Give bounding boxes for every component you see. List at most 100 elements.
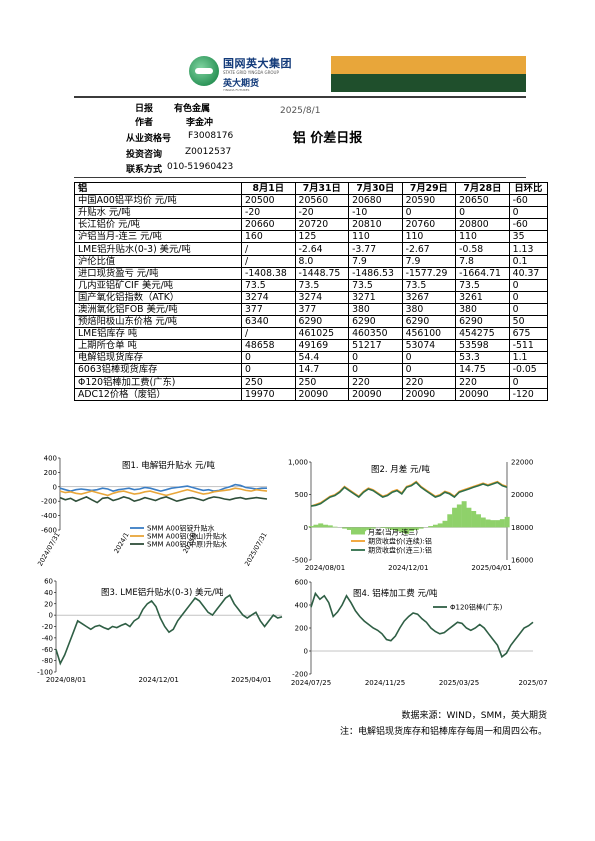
table-cell: -2.64 (294, 242, 350, 256)
area-bar (461, 501, 467, 528)
table-header-cell: 7月28日 (455, 181, 510, 196)
table-cell: 20560 (294, 194, 350, 208)
area-bar (404, 527, 410, 534)
table-cell: 3261 (455, 290, 510, 304)
table-cell: 73.5 (401, 278, 457, 292)
table-cell: -1486.53 (348, 266, 403, 280)
row-label-cell: Φ120铝棒加工费(广东) (74, 375, 242, 389)
table-cell: / (241, 242, 296, 256)
header-divider (74, 96, 526, 98)
y-tick-label: -20 (42, 623, 53, 631)
table-cell: 0 (401, 206, 457, 220)
table-row: 国产氧化铝指数（ATK） 3274 3274 3271 3267 3261 0 (74, 290, 549, 304)
area-bar (418, 527, 424, 529)
table-cell: 377 (241, 302, 296, 317)
contact-label: 联系方式 (125, 165, 162, 175)
report-category: 有色金属 (174, 104, 211, 114)
area-bar (485, 519, 491, 528)
table-cell: 53598 (455, 339, 510, 353)
globe-logo-icon (189, 56, 219, 86)
table-cell: 7.9 (401, 254, 457, 268)
table-cell: / (241, 327, 296, 341)
x-tick-label: 2025/04/01 (231, 676, 271, 684)
area-bar (346, 527, 352, 530)
table-cell: -60 (508, 218, 549, 232)
x-tick-label: 2025/03/25 (439, 679, 479, 687)
table-row: 电解铝现货库存 0 54.4 0 0 53.3 1.1 (74, 351, 549, 365)
area-bar (413, 527, 419, 530)
area-bar (323, 524, 328, 528)
y-tick-label: 60 (44, 578, 53, 586)
table-cell: 20090 (294, 387, 350, 401)
table-cell: 20090 (401, 387, 457, 401)
x-tick-label: 2024/07/31 (36, 531, 62, 567)
table-cell: 20720 (294, 218, 350, 232)
table-cell: -0.58 (455, 242, 510, 256)
table-cell: 73.5 (241, 278, 296, 292)
area-bar (332, 526, 338, 528)
table-cell: 0 (241, 351, 296, 365)
y-tick-label: -100 (37, 669, 53, 677)
table-header-cell: 7月31日 (294, 181, 350, 196)
y-tick-label: 1,000 (288, 459, 308, 467)
table-cell: 20760 (401, 218, 457, 232)
table-cell: 0 (508, 302, 549, 317)
area-bar (366, 527, 371, 530)
row-label-cell: 升贴水 元/吨 (74, 206, 242, 220)
y-tick-label: 400 (44, 455, 57, 463)
table-cell: 20590 (401, 194, 457, 208)
table-cell: 51217 (348, 339, 403, 353)
area-bar (385, 527, 391, 529)
area-bar (447, 514, 453, 528)
y-tick-label: -500 (292, 557, 308, 565)
table-cell: 20090 (348, 387, 403, 401)
table-header-cell: 7月29日 (401, 181, 457, 196)
table-cell: 380 (455, 302, 510, 317)
row-label-cell: 电解铝现货库存 (74, 351, 242, 365)
table-cell: 460350 (348, 327, 403, 341)
table-cell: 160 (241, 230, 296, 244)
header-accent-bar-bottom (331, 74, 526, 92)
table-cell: 456100 (401, 327, 457, 341)
row-label-cell: 几内亚铝矿CIF 美元/吨 (74, 278, 242, 292)
contact-phone: 010-51960423 (167, 162, 234, 172)
y-tick-label: -600 (41, 527, 57, 535)
table-cell: 54.4 (294, 351, 350, 365)
table-cell: -3.77 (348, 242, 403, 256)
area-bar (342, 527, 348, 529)
area-bar (442, 520, 448, 528)
area-bar (452, 507, 458, 528)
y-tick-label: 0 (304, 524, 308, 532)
logo-text-en: STATE GRID YINGDA GROUP (223, 70, 279, 75)
table-row: 几内亚铝矿CIF 美元/吨 73.5 73.5 73.5 73.5 73.5 0 (74, 278, 549, 292)
area-bar (318, 523, 324, 528)
table-cell: 675 (508, 327, 549, 341)
table-cell: 73.5 (294, 278, 350, 292)
table-cell: 454275 (455, 327, 510, 341)
table-cell: 40.37 (508, 266, 549, 280)
series-line (310, 591, 534, 659)
series-line (59, 496, 268, 504)
series-line (59, 483, 267, 492)
table-cell: 220 (455, 375, 510, 389)
area-bar (432, 524, 438, 528)
y-tick-label: 0 (304, 648, 308, 656)
table-cell: 14.75 (455, 363, 510, 377)
table-header-cell: 7月30日 (348, 181, 403, 196)
table-cell: 19970 (241, 387, 296, 401)
table-cell: 1.1 (508, 351, 549, 365)
table-cell: 3267 (401, 290, 457, 304)
table-row: 澳洲氧化铝FOB 美元/吨 377 377 380 380 380 0 (74, 302, 549, 317)
table-cell: 220 (348, 375, 403, 389)
x-tick-label: 2025/07 (518, 679, 547, 687)
x-tick-label: 2024/07/25 (291, 679, 331, 687)
area-bar (389, 527, 395, 530)
row-label-cell: 澳洲氧化铝FOB 美元/吨 (74, 302, 242, 317)
y-tick-label: 20 (44, 600, 53, 608)
x-tick-label: 2024/08/01 (46, 676, 86, 684)
area-bar (313, 524, 319, 528)
row-label-cell: 预焙阳极山东价格 元/吨 (74, 315, 242, 329)
table-cell: -1664.71 (455, 266, 510, 280)
series-line (55, 594, 283, 666)
